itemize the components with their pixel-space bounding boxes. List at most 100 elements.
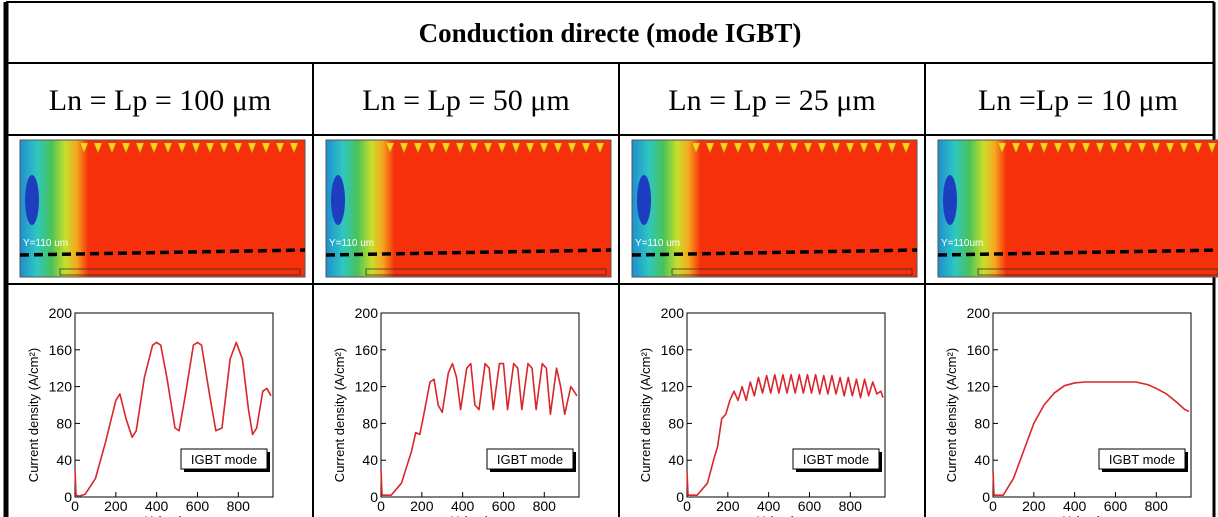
- field-core: [331, 175, 345, 225]
- y-tick-label: 200: [661, 305, 685, 321]
- cut-line: [631, 248, 918, 257]
- x-axis-label: X (um): [757, 514, 796, 517]
- cell-marker: [901, 142, 911, 154]
- field-core: [637, 175, 651, 225]
- x-tick-label: 200: [1022, 498, 1046, 514]
- y-tick-label: 40: [362, 452, 378, 468]
- cell-marker: [441, 142, 451, 154]
- plot-frame: [74, 312, 274, 498]
- plot-frame: [380, 312, 580, 498]
- x-tick-label: 400: [451, 498, 475, 514]
- x-axis-label: X (um): [1063, 514, 1102, 517]
- cell-marker: [261, 142, 271, 154]
- cell-marker: [219, 142, 229, 154]
- cell-marker: [1067, 142, 1077, 154]
- cell-marker: [107, 142, 117, 154]
- column-label: Ln = Lp = 25 μm: [668, 84, 875, 117]
- bottom-strip: [365, 268, 607, 276]
- plot-frame: [992, 312, 1192, 498]
- cell-marker: [539, 142, 549, 154]
- cell-marker: [275, 142, 285, 154]
- cell-marker: [1025, 142, 1035, 154]
- cell-marker: [413, 142, 423, 154]
- y-tick-label: 0: [64, 489, 72, 505]
- cut-line: [937, 248, 1218, 257]
- column-label: Ln = Lp = 50 μm: [362, 84, 569, 117]
- cell-marker: [1039, 142, 1049, 154]
- simulation-image: [631, 139, 918, 278]
- y-tick-label: 120: [661, 379, 685, 395]
- cell-marker: [873, 142, 883, 154]
- simulation-image: [325, 139, 612, 278]
- x-tick-label: 800: [1145, 498, 1169, 514]
- cell-marker: [789, 142, 799, 154]
- x-tick-label: 600: [492, 498, 516, 514]
- cell-marker: [93, 142, 103, 154]
- cell-marker: [887, 142, 897, 154]
- x-tick-label: 0: [71, 498, 79, 514]
- x-tick-label: 400: [1063, 498, 1087, 514]
- cell-marker: [1179, 142, 1189, 154]
- y-tick-label: 80: [668, 415, 684, 431]
- cell-marker: [1193, 142, 1203, 154]
- column-label: Ln =Lp = 10 μm: [978, 84, 1178, 117]
- cell-marker: [1207, 142, 1217, 154]
- y-axis-label: Current density (A/cm²): [638, 348, 653, 482]
- data-line: [992, 381, 1190, 496]
- cell-marker: [525, 142, 535, 154]
- cell-marker: [469, 142, 479, 154]
- y-tick-label: 80: [362, 415, 378, 431]
- x-tick-label: 800: [839, 498, 863, 514]
- cell-marker: [595, 142, 605, 154]
- cell-marker: [1151, 142, 1161, 154]
- cell-marker: [1123, 142, 1133, 154]
- y-tick-label: 40: [974, 452, 990, 468]
- cell-marker: [705, 142, 715, 154]
- bottom-strip: [59, 268, 301, 276]
- cell-marker: [1053, 142, 1063, 154]
- cut-line: [325, 248, 612, 257]
- cell-marker: [385, 142, 395, 154]
- y-tick-label: 0: [982, 489, 990, 505]
- cell-marker: [163, 142, 173, 154]
- cell-marker: [747, 142, 757, 154]
- title: Conduction directe (mode IGBT): [419, 18, 802, 48]
- y-tick-label: 0: [370, 489, 378, 505]
- cell-marker: [483, 142, 493, 154]
- data-line: [74, 341, 272, 497]
- cell-marker: [845, 142, 855, 154]
- cell-marker: [247, 142, 257, 154]
- cell-marker: [233, 142, 243, 154]
- legend-text: IGBT mode: [191, 452, 257, 467]
- x-axis-label: X (um): [145, 514, 184, 517]
- bottom-strip: [977, 268, 1218, 276]
- x-tick-label: 0: [377, 498, 385, 514]
- cell-marker: [1095, 142, 1105, 154]
- y-tick-label: 80: [56, 415, 72, 431]
- legend-box: [486, 448, 574, 470]
- cell-marker: [775, 142, 785, 154]
- cell-marker: [427, 142, 437, 154]
- simulation-image: [19, 139, 306, 278]
- bottom-strip: [671, 268, 913, 276]
- cell-marker: [761, 142, 771, 154]
- x-tick-label: 0: [989, 498, 997, 514]
- data-line: [686, 373, 884, 496]
- cell-marker: [1081, 142, 1091, 154]
- y-tick-label: 200: [967, 305, 991, 321]
- x-tick-label: 400: [145, 498, 169, 514]
- x-tick-label: 400: [757, 498, 781, 514]
- y-tick-label: 200: [49, 305, 73, 321]
- x-tick-label: 800: [227, 498, 251, 514]
- cell-marker: [831, 142, 841, 154]
- cell-marker: [553, 142, 563, 154]
- y-tick-label: 40: [56, 452, 72, 468]
- y-tick-label: 80: [974, 415, 990, 431]
- x-axis-label: X (um): [451, 514, 490, 517]
- cell-marker: [455, 142, 465, 154]
- legend-text: IGBT mode: [1109, 452, 1175, 467]
- y-tick-label: 160: [355, 342, 379, 358]
- cell-marker: [121, 142, 131, 154]
- legend-box: [180, 448, 268, 470]
